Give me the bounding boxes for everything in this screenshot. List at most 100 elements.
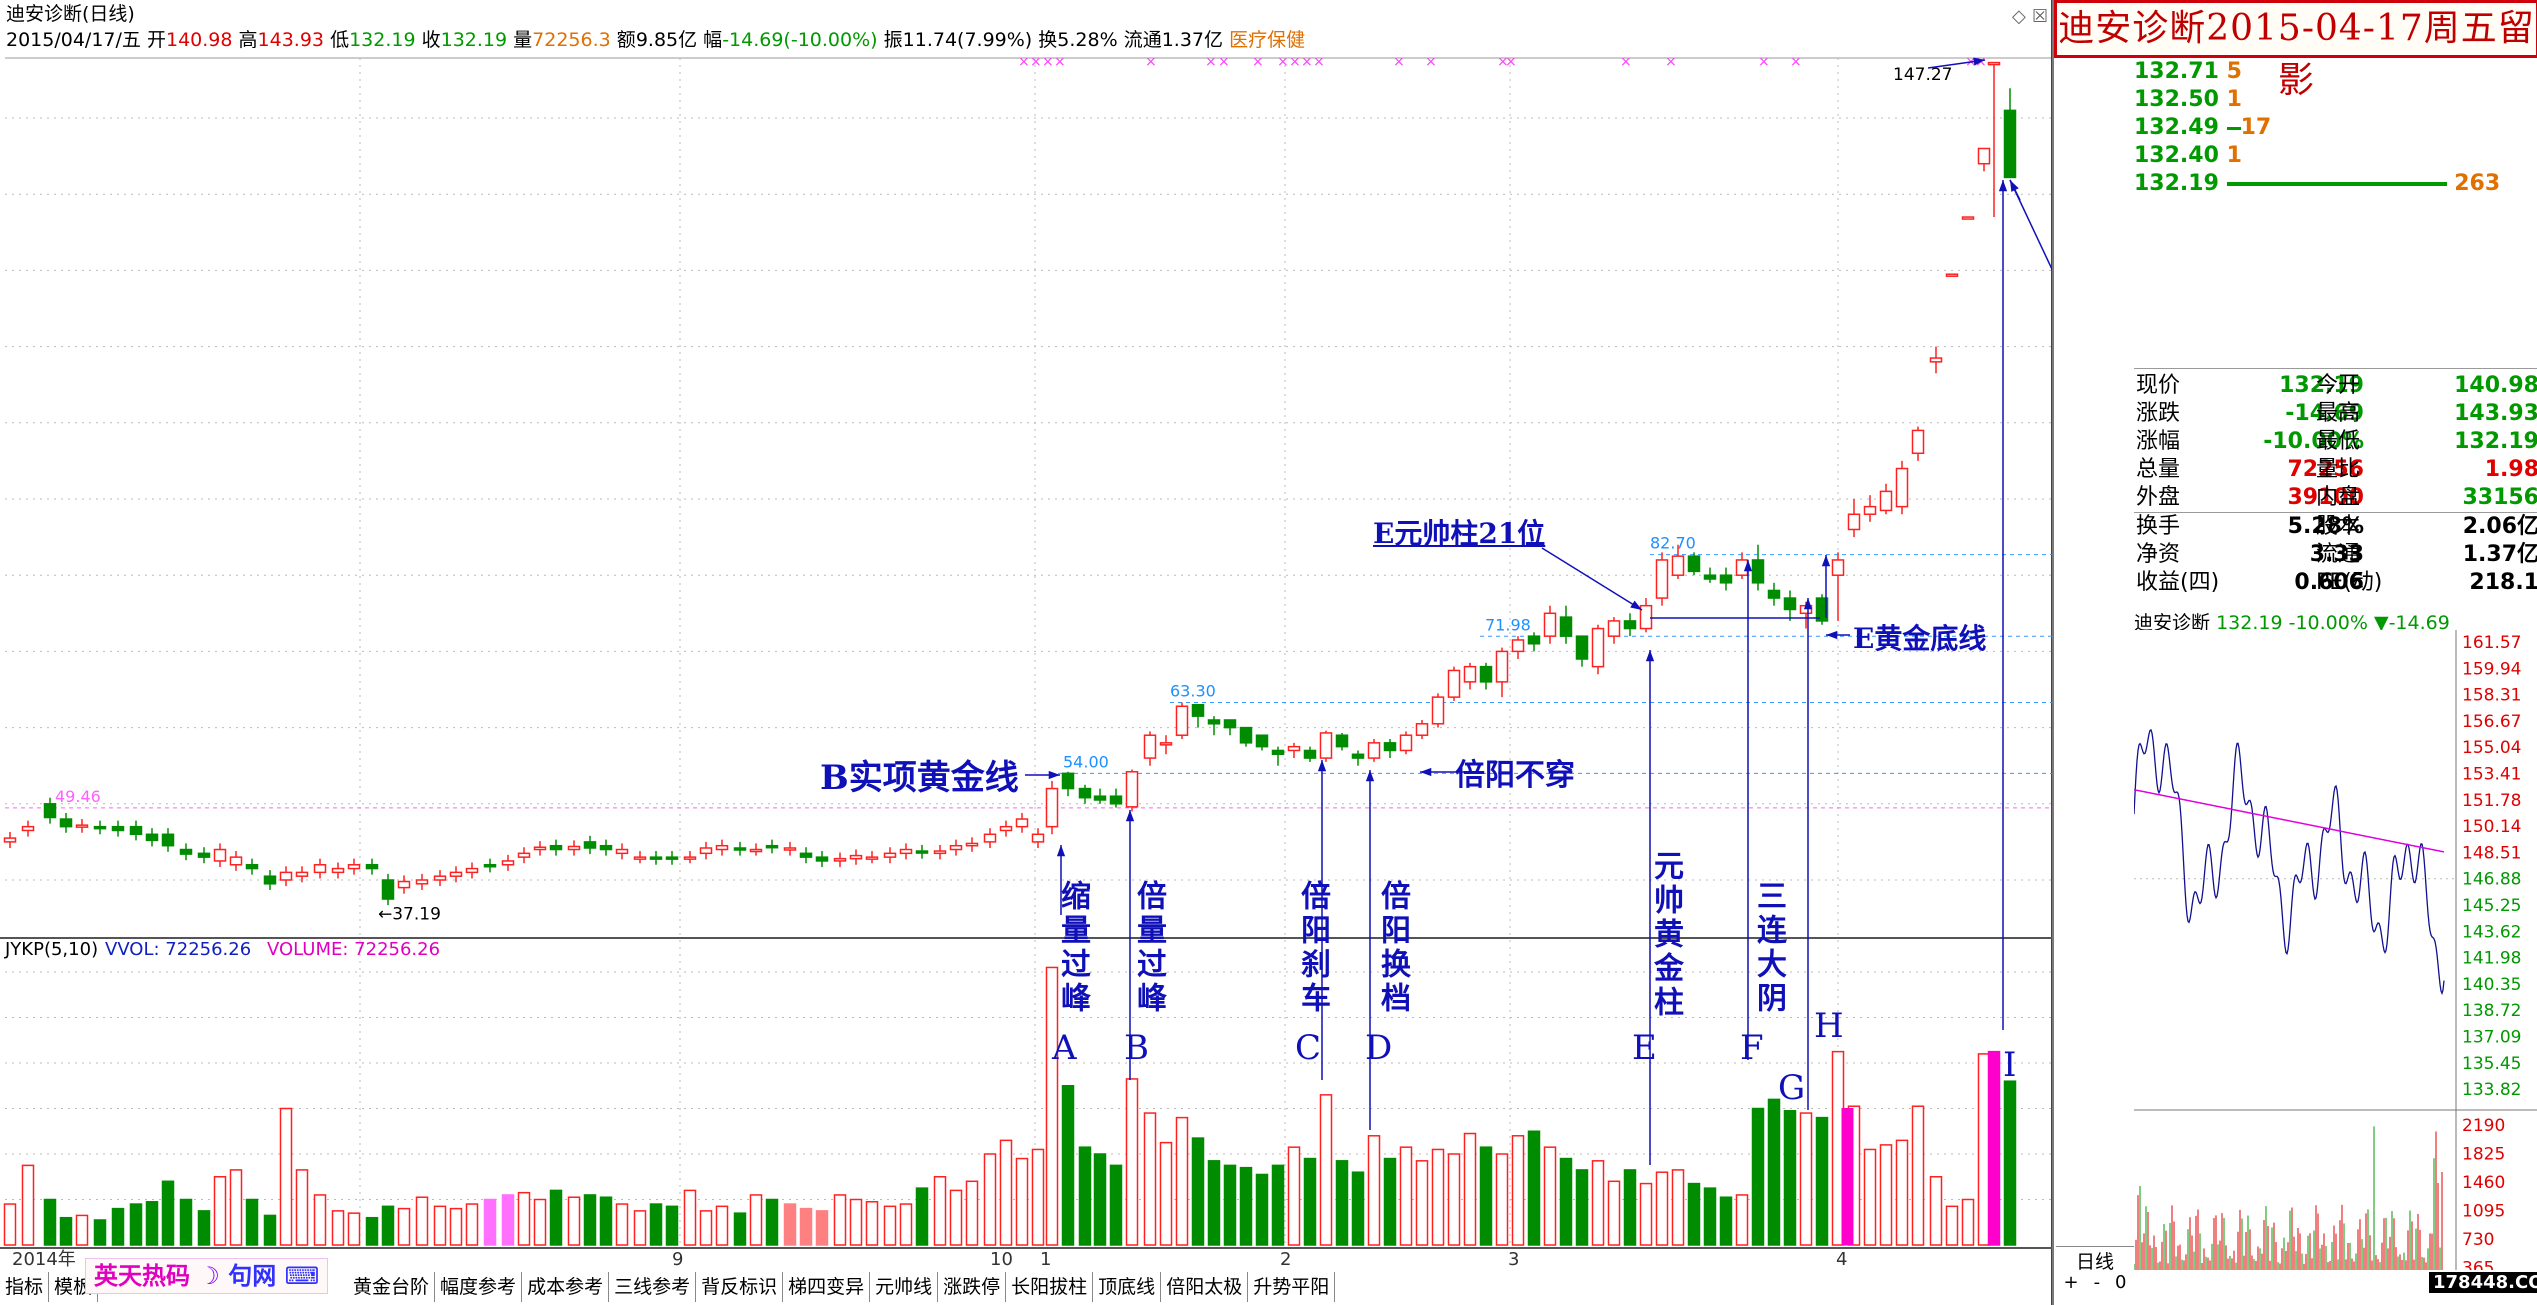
candle-body (699, 847, 713, 855)
quote-label: 最高 (2316, 401, 2361, 426)
mini-avg-line (2134, 788, 2445, 853)
volume-bar (1223, 1164, 1237, 1246)
order-qty: 1 (2226, 87, 2242, 112)
order-row[interactable]: 132.71 5 (2134, 58, 2242, 86)
volume-bar (517, 1191, 531, 1246)
volume-bar (1125, 1078, 1139, 1246)
arrow-head (1056, 845, 1066, 857)
order-row[interactable]: 132.50 1 (2134, 86, 2242, 114)
candle-body (1911, 429, 1925, 455)
moon-icon: ☽ (198, 1262, 220, 1290)
order-row[interactable]: 132.40 1 (2134, 142, 2242, 170)
candle-body (1207, 719, 1221, 725)
order-row[interactable]: 132.49 17 (2134, 114, 2271, 142)
volume-bar (533, 1198, 547, 1246)
mini-price-tick: 145.25 (2462, 896, 2521, 916)
tab-10[interactable]: 长阳拔柱 (1006, 1272, 1094, 1302)
tab-6[interactable]: 背反标识 (696, 1272, 784, 1302)
mini-header: 迪安诊断 132.19 -10.00% ▼-14.69 (2134, 608, 2450, 635)
quote-value: 1.98 (2484, 457, 2537, 482)
note-d: 倍阳换档 (1375, 880, 1410, 1016)
tab-5[interactable]: 三线参考 (609, 1272, 697, 1302)
zoom-out-button[interactable]: - (2093, 1272, 2101, 1293)
quote-row: 涨跌 -14.69 最高 143.93 (2134, 400, 2537, 428)
signal-marker: × (1620, 54, 1632, 70)
intraday-chart[interactable]: 161.57 159.94 158.31 156.67 155.04 153.41 151.… (2134, 630, 2537, 1270)
candle-body (1591, 627, 1605, 668)
volume-bar (1271, 1164, 1285, 1246)
mini-pct: -10.00% (2288, 612, 2368, 634)
volume-bar (1479, 1146, 1493, 1246)
quote-row: 总量 72256 量比 1.98 (2134, 456, 2537, 484)
letter-i: I (2003, 1045, 2017, 1085)
candle-body (1447, 669, 1461, 698)
quote-label: 换手 (2136, 514, 2181, 539)
volume-bar (3, 1203, 17, 1246)
quote-value: 3.33 (2309, 542, 2364, 567)
reset-button[interactable]: 0 (2115, 1272, 2127, 1293)
tab-11[interactable]: 顶底线 (1093, 1272, 1162, 1302)
amount-label: 额 (616, 29, 636, 51)
volume-bar (1383, 1157, 1397, 1246)
arrow-head (1743, 560, 1753, 572)
order-qty: 1 (2226, 143, 2242, 168)
candle-body (1031, 833, 1045, 843)
close-icon[interactable]: ☒ (2032, 6, 2049, 27)
signal-marker: × (1042, 54, 1054, 70)
volume-bar (815, 1210, 829, 1246)
volume-bar (1399, 1146, 1413, 1246)
volume-bar (129, 1203, 143, 1246)
tab-12[interactable]: 倍阳太极 (1161, 1272, 1249, 1302)
candle-body (615, 848, 629, 855)
candle-body (1061, 772, 1075, 790)
volume-bar (1415, 1160, 1429, 1246)
vvol-label: VVOL: 72256.26 (105, 939, 251, 960)
candle-body (715, 844, 729, 851)
candle-body (1977, 147, 1991, 165)
sector-text[interactable]: 医疗保健 (1229, 29, 1306, 51)
time-label: 10 (990, 1249, 1013, 1270)
volume-bar (1031, 1148, 1045, 1246)
volume-bar (1879, 1144, 1893, 1246)
candle-body (1575, 635, 1589, 660)
quote-value: 132.19 (2279, 373, 2364, 398)
candle-body (517, 852, 531, 858)
candle-body (433, 875, 447, 881)
candle-body (1687, 555, 1701, 573)
candle-body (313, 864, 327, 874)
volume-bar (999, 1139, 1013, 1246)
tab-3[interactable]: 幅度参考 (435, 1272, 523, 1302)
candle-body (1751, 559, 1765, 584)
letter-h: H (1814, 1006, 1844, 1046)
candle-body (43, 803, 57, 819)
period-tab[interactable]: 日线 (2056, 1246, 2134, 1274)
volume-bar (1109, 1164, 1123, 1246)
volume-label: VOLUME: 72256.26 (267, 939, 440, 960)
arrow-head (1317, 760, 1327, 772)
volume-bar (1607, 1180, 1621, 1246)
volume-bar (161, 1180, 175, 1246)
candle-body (365, 864, 379, 870)
candle-body (501, 860, 515, 866)
tab-9[interactable]: 涨跌停 (938, 1272, 1007, 1302)
candle-body (833, 857, 847, 862)
quote-label: 外盘 (2136, 485, 2181, 510)
quote-label: 涨幅 (2136, 429, 2181, 454)
volume-bar (1719, 1196, 1733, 1246)
mini-vol-tick: 365 (2462, 1259, 2494, 1271)
volume-bar (883, 1205, 897, 1246)
zoom-in-button[interactable]: + (2063, 1272, 2079, 1293)
tab-7[interactable]: 梯四变异 (783, 1272, 871, 1302)
kline-chart[interactable]: 140.0130.0120.0110.0100.090.0080.0070.00… (0, 0, 2052, 1305)
tab-8[interactable]: 元帅线 (870, 1272, 939, 1302)
tab-0[interactable]: 指标 (0, 1272, 50, 1302)
tab-4[interactable]: 成本参考 (522, 1272, 610, 1302)
tab-13[interactable]: 升势平阳 (1248, 1272, 1336, 1302)
diamond-icon[interactable]: ◇ (2012, 6, 2026, 27)
tab-2[interactable]: 黄金台阶 (348, 1272, 436, 1302)
order-row[interactable]: 132.19 263 (2134, 170, 2500, 198)
e-col-label: E元帅柱21位 (1373, 517, 1546, 550)
mini-price-tick: 146.88 (2462, 870, 2521, 890)
double-yang-label: 倍阳不穿 (1455, 758, 1575, 793)
arrow-head (1048, 770, 1060, 780)
